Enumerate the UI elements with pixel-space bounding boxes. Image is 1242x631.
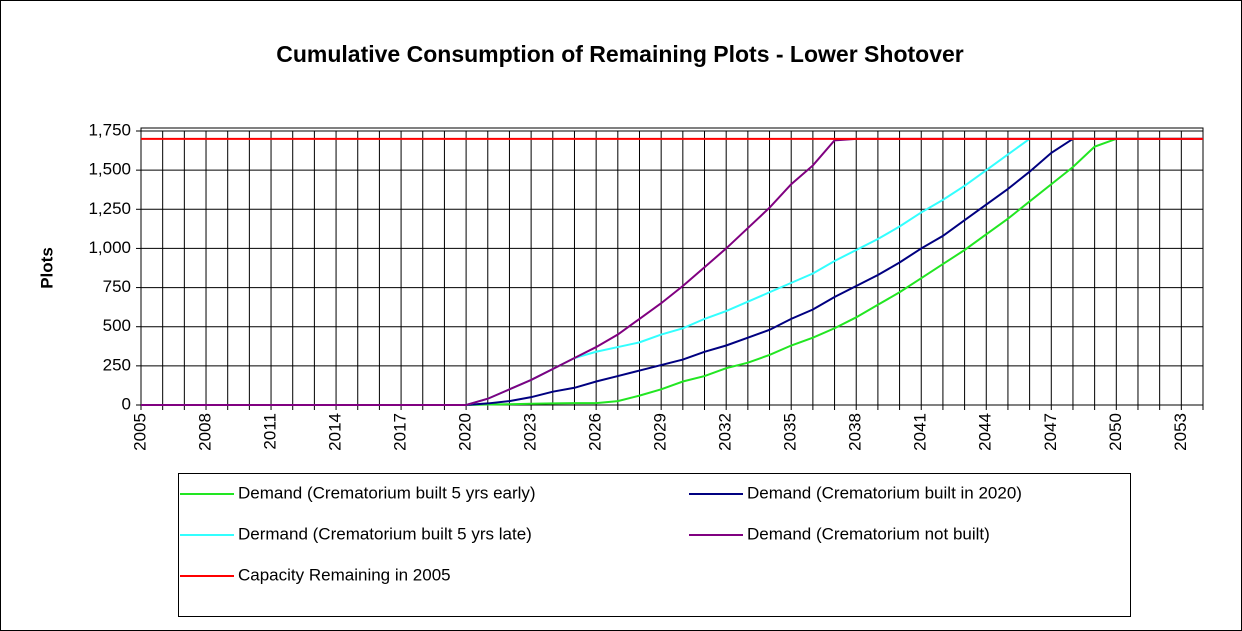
x-tick-label: 2035 [781,413,800,451]
x-tick-label: 2032 [716,413,735,451]
y-tick-label: 500 [103,316,131,335]
x-tick-label: 2026 [586,413,605,451]
legend-label: Dermand (Crematorium built 5 yrs late) [238,524,532,543]
y-tick-label: 1,500 [88,160,131,179]
x-tick-label: 2044 [976,413,995,451]
y-tick-label: 0 [122,394,131,413]
x-tick-label: 2038 [846,413,865,451]
y-tick-label: 1,000 [88,238,131,257]
x-tick-label: 2050 [1106,413,1125,451]
x-tick-label: 2047 [1041,413,1060,451]
legend-label: Demand (Crematorium built in 2020) [747,483,1022,502]
x-tick-label: 2011 [261,413,280,450]
y-tick-label: 250 [103,355,131,374]
chart-title: Cumulative Consumption of Remaining Plot… [276,41,964,67]
x-tick-label: 2053 [1171,413,1190,451]
x-tick-label: 2008 [196,413,215,451]
x-tick-label: 2041 [911,413,930,451]
legend-label: Capacity Remaining in 2005 [238,565,451,584]
y-axis-label: Plots [37,247,56,289]
y-tick-label: 1,250 [88,199,131,218]
plot-area [140,127,1204,406]
legend-box [178,473,1131,617]
x-tick-label: 2014 [326,413,345,451]
y-tick-label: 1,750 [88,120,131,139]
y-tick-label: 750 [103,277,131,296]
legend-label: Demand (Crematorium built 5 yrs early) [238,483,536,502]
x-tick-label: 2005 [130,413,149,451]
legend-label: Demand (Crematorium not built) [747,524,990,543]
x-tick-label: 2023 [521,413,540,451]
x-tick-label: 2017 [391,413,410,451]
x-tick-label: 2020 [456,413,475,451]
x-tick-label: 2029 [651,413,670,451]
